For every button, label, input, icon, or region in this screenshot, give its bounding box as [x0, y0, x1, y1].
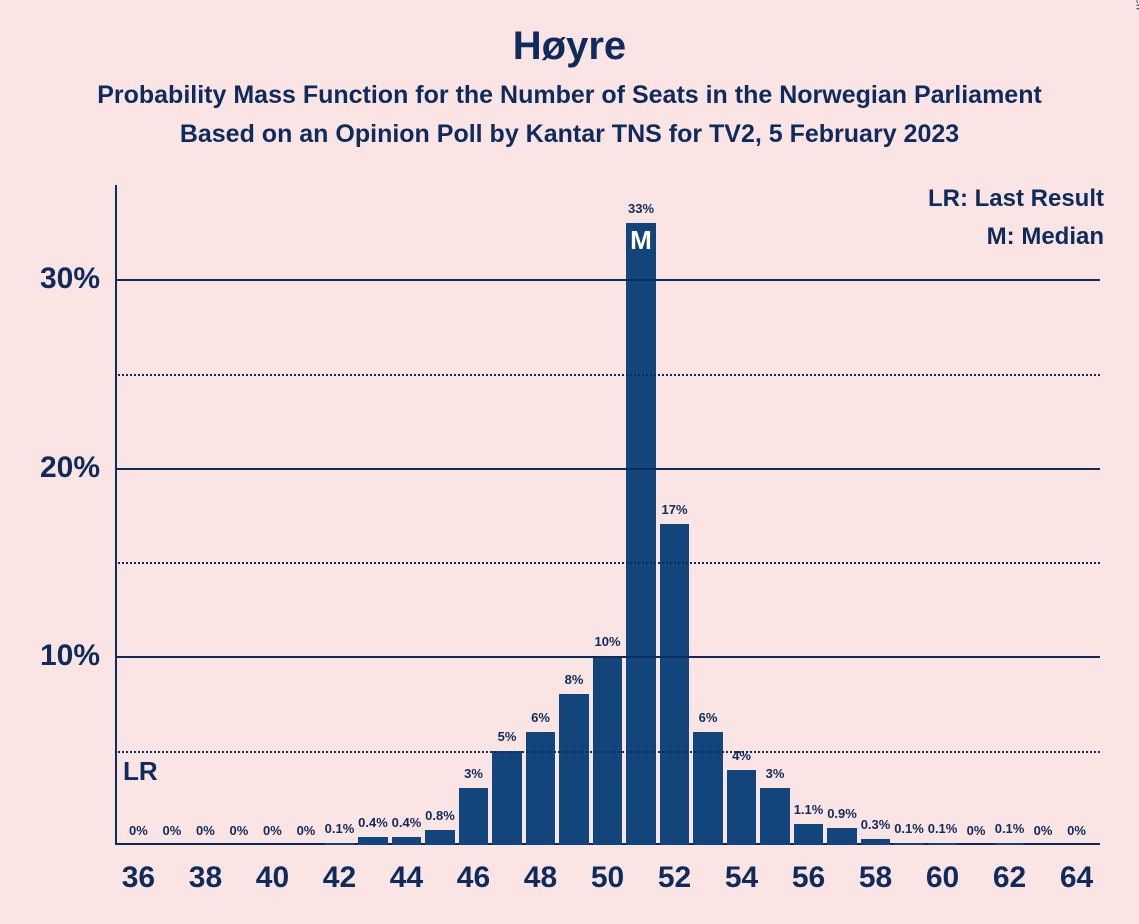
- x-tick-label: 44: [390, 861, 423, 895]
- bar: [760, 788, 789, 845]
- bar-value-label: 3%: [766, 766, 785, 781]
- bar-value-label: 10%: [594, 634, 620, 649]
- y-tick-label: 20%: [40, 451, 100, 485]
- bar-value-label: 0%: [1067, 823, 1086, 838]
- x-tick-label: 36: [122, 861, 155, 895]
- bar: [827, 828, 856, 845]
- bar: [928, 843, 957, 845]
- bar-value-label: 0.1%: [894, 821, 924, 836]
- bar-value-label: 17%: [661, 502, 687, 517]
- bar: [459, 788, 488, 845]
- x-tick-label: 54: [725, 861, 758, 895]
- chart-container: Høyre Probability Mass Function for the …: [0, 0, 1139, 924]
- bar-value-label: 5%: [498, 729, 517, 744]
- bar: [727, 770, 756, 845]
- bar-value-label: 33%: [628, 201, 654, 216]
- grid-minor: [115, 374, 1100, 376]
- bar: [392, 837, 421, 845]
- subtitle-line-1: Probability Mass Function for the Number…: [0, 81, 1139, 110]
- subtitle-line-2: Based on an Opinion Poll by Kantar TNS f…: [0, 120, 1139, 149]
- bar: [425, 830, 454, 845]
- bar-value-label: 6%: [699, 710, 718, 725]
- bar-value-label: 0.3%: [861, 817, 891, 832]
- bar-value-label: 0%: [196, 823, 215, 838]
- bar-value-label: 0%: [1034, 823, 1053, 838]
- bar-value-label: 0%: [263, 823, 282, 838]
- bar-value-label: 3%: [464, 766, 483, 781]
- bar: [861, 839, 890, 845]
- bar-value-label: 1.1%: [794, 802, 824, 817]
- bar: [894, 843, 923, 845]
- bar: [693, 732, 722, 845]
- x-tick-label: 50: [591, 861, 624, 895]
- bar-value-label: 0.9%: [827, 806, 857, 821]
- bar-value-label: 0.8%: [425, 808, 455, 823]
- bar-value-label: 0.1%: [928, 821, 958, 836]
- y-tick-label: 30%: [40, 262, 100, 296]
- bar: [358, 837, 387, 845]
- bar: [492, 751, 521, 845]
- x-tick-label: 52: [658, 861, 691, 895]
- x-tick-label: 42: [323, 861, 356, 895]
- x-tick-label: 46: [457, 861, 490, 895]
- bar: [794, 824, 823, 845]
- bar-value-label: 0%: [297, 823, 316, 838]
- grid-major: [115, 468, 1100, 470]
- bar-value-label: 0%: [967, 823, 986, 838]
- median-marker: M: [630, 225, 652, 256]
- page-title: Høyre: [0, 0, 1139, 69]
- bar: [660, 524, 689, 845]
- x-tick-label: 48: [524, 861, 557, 895]
- bars-layer: 0%0%0%0%0%0%0.1%0.4%0.4%0.8%3%5%6%8%10%3…: [115, 185, 1100, 845]
- bar-value-label: 0.1%: [325, 821, 355, 836]
- bar-value-label: 0.4%: [358, 815, 388, 830]
- grid-minor: [115, 562, 1100, 564]
- bar: [995, 843, 1024, 845]
- bar-value-label: 0%: [129, 823, 148, 838]
- bar: [325, 843, 354, 845]
- bar-value-label: 0.1%: [995, 821, 1025, 836]
- y-tick-label: 10%: [40, 639, 100, 673]
- x-tick-label: 56: [792, 861, 825, 895]
- x-tick-label: 38: [189, 861, 222, 895]
- plot-area: 0%0%0%0%0%0%0.1%0.4%0.4%0.8%3%5%6%8%10%3…: [115, 185, 1100, 845]
- bar-value-label: 0.4%: [392, 815, 422, 830]
- bar-value-label: 0%: [230, 823, 249, 838]
- bar-value-label: 0%: [163, 823, 182, 838]
- grid-minor: [115, 751, 1100, 753]
- grid-major: [115, 279, 1100, 281]
- bar: [526, 732, 555, 845]
- copyright-text: © 2025 Filip van Laenen: [1133, 0, 1139, 10]
- x-tick-label: 64: [1060, 861, 1093, 895]
- x-tick-label: 58: [859, 861, 892, 895]
- x-tick-label: 62: [993, 861, 1026, 895]
- bar: [559, 694, 588, 845]
- x-tick-label: 60: [926, 861, 959, 895]
- bar-value-label: 6%: [531, 710, 550, 725]
- bar-value-label: 8%: [565, 672, 584, 687]
- grid-major: [115, 656, 1100, 658]
- x-tick-label: 40: [256, 861, 289, 895]
- lr-marker: LR: [123, 756, 158, 787]
